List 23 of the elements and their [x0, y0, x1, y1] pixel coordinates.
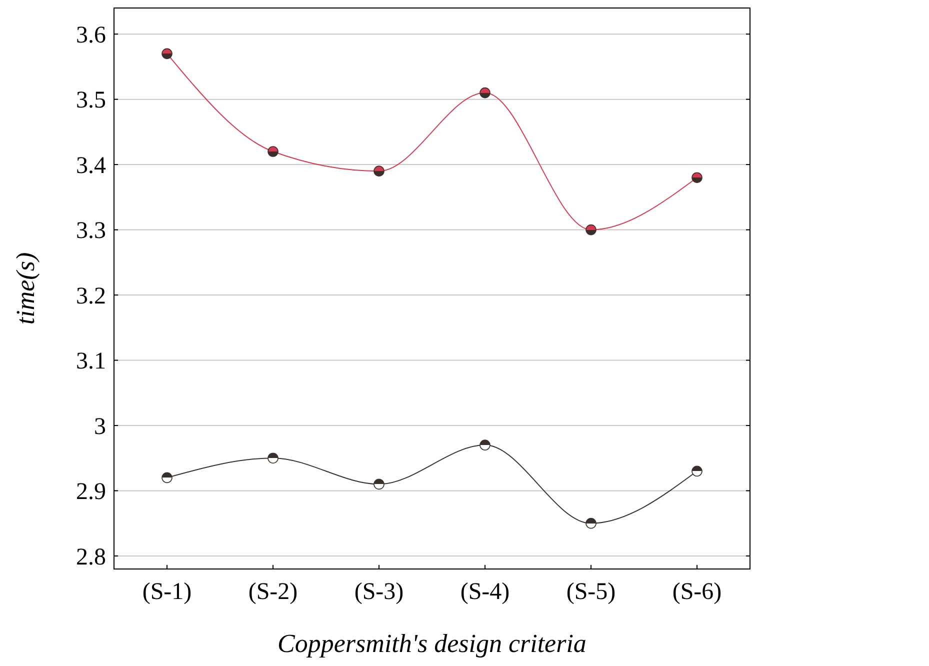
x-tick-label: (S-1) [142, 579, 192, 605]
x-axis-title: Coppersmith's design criteria [278, 629, 586, 658]
y-tick-label: 3.3 [76, 218, 106, 244]
x-tick-label: (S-2) [248, 579, 298, 605]
point [162, 472, 172, 484]
x-tick-label: (S-5) [566, 579, 616, 605]
y-tick-label: 3 [94, 414, 106, 440]
point [480, 440, 490, 450]
x-tick-label: (S-6) [672, 579, 722, 605]
point [268, 452, 278, 464]
y-tick-label: 3.6 [76, 22, 106, 48]
y-axis-title: time(s) [11, 252, 40, 325]
y-tick-label: 2.9 [76, 479, 106, 506]
y-tick-label: 3.1 [76, 348, 106, 375]
y-tick-label: 3.2 [76, 283, 106, 310]
y-tick-label: 3.5 [76, 88, 106, 114]
point [692, 466, 702, 477]
x-tick-label: (S-3) [354, 579, 404, 605]
y-tick-label: 2.8 [76, 544, 106, 570]
point [374, 478, 384, 490]
x-tick-label: (S-4) [460, 579, 510, 605]
point [586, 518, 596, 529]
y-tick-label: 3.4 [76, 152, 106, 179]
